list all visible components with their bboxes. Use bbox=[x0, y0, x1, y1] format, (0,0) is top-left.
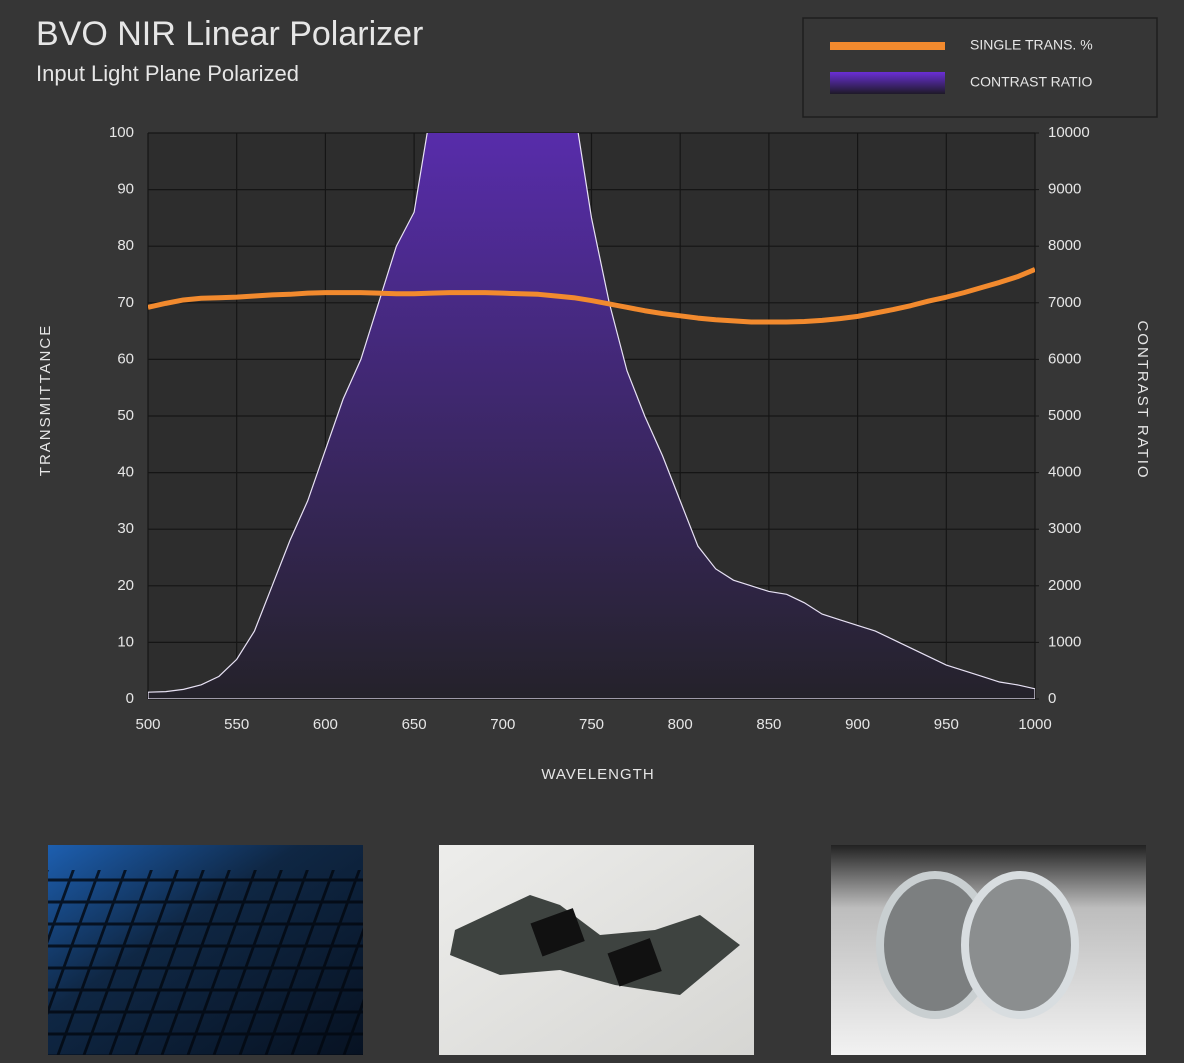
y-tick-label: 90 bbox=[117, 181, 134, 198]
photo-grid bbox=[48, 845, 1146, 1055]
x-tick-label: 700 bbox=[490, 716, 515, 733]
y2-tick-label: 2000 bbox=[1048, 577, 1081, 594]
y-tick-label: 40 bbox=[117, 464, 134, 481]
x-tick-label: 800 bbox=[668, 716, 693, 733]
y2-tick-label: 0 bbox=[1048, 690, 1056, 707]
x-tick-label: 950 bbox=[934, 716, 959, 733]
y-tick-label: 70 bbox=[117, 294, 134, 311]
y-tick-label: 20 bbox=[117, 577, 134, 594]
x-tick-label: 750 bbox=[579, 716, 604, 733]
x-tick-label: 1000 bbox=[1018, 716, 1051, 733]
legend-label: CONTRAST RATIO bbox=[970, 74, 1092, 90]
y2-tick-label: 7000 bbox=[1048, 294, 1081, 311]
photo-tab-dark bbox=[607, 938, 662, 987]
legend: SINGLE TRANS. % CONTRAST RATIO bbox=[830, 37, 1093, 94]
x-tick-label: 650 bbox=[402, 716, 427, 733]
y2-tick-label: 1000 bbox=[1048, 633, 1081, 650]
x-tick-label: 500 bbox=[135, 716, 160, 733]
y-tick-label: 60 bbox=[117, 350, 134, 367]
photo-tab-shape bbox=[450, 895, 740, 995]
trans-line bbox=[148, 267, 1035, 325]
y2-tick-label: 10000 bbox=[1048, 124, 1090, 141]
chart-subtitle: Input Light Plane Polarized bbox=[36, 61, 299, 86]
legend-label: SINGLE TRANS. % bbox=[970, 37, 1093, 53]
x-tick-label: 900 bbox=[845, 716, 870, 733]
y2-tick-label: 6000 bbox=[1048, 350, 1081, 367]
x-tick-label: 550 bbox=[224, 716, 249, 733]
y2-tick-label: 5000 bbox=[1048, 407, 1081, 424]
x-axis-label: WAVELENGTH bbox=[541, 766, 654, 783]
y2-tick-label: 3000 bbox=[1048, 520, 1081, 537]
x-tick-label: 850 bbox=[756, 716, 781, 733]
y2-tick-label: 9000 bbox=[1048, 181, 1081, 198]
contrast-area bbox=[148, 133, 1035, 699]
y2-tick-label: 8000 bbox=[1048, 237, 1081, 254]
y-tick-label: 50 bbox=[117, 407, 134, 424]
legend-swatch bbox=[830, 72, 945, 94]
x-tick-label: 600 bbox=[313, 716, 338, 733]
series-layer bbox=[148, 133, 1035, 699]
legend-box bbox=[802, 17, 1158, 118]
y-tick-label: 10 bbox=[117, 633, 134, 650]
legend-swatch bbox=[830, 42, 945, 50]
y-tick-label: 80 bbox=[117, 237, 134, 254]
y-axis-label: TRANSMITTANCE bbox=[37, 324, 54, 476]
y-tick-label: 100 bbox=[109, 124, 134, 141]
y2-axis-label: CONTRAST RATIO bbox=[1134, 320, 1151, 479]
y2-tick-label: 4000 bbox=[1048, 464, 1081, 481]
photo-tab-dark bbox=[530, 908, 585, 957]
y-tick-label: 30 bbox=[117, 520, 134, 537]
photo-lens bbox=[961, 871, 1079, 1019]
chart-title: BVO NIR Linear Polarizer bbox=[36, 15, 423, 53]
y-tick-label: 0 bbox=[126, 690, 134, 707]
photo-wafer-mesh bbox=[48, 870, 363, 1055]
